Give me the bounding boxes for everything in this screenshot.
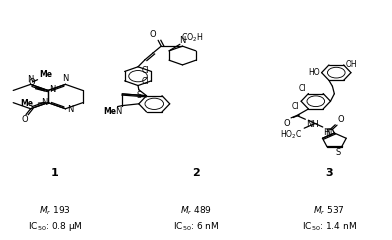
Text: N: N [62,74,69,84]
Text: N: N [49,85,56,95]
Text: $\mathit{M}_r$ 489: $\mathit{M}_r$ 489 [180,204,212,216]
Text: O: O [338,115,345,124]
Text: OH: OH [345,60,357,69]
Text: Me: Me [20,99,33,108]
Text: Me: Me [39,70,52,79]
Text: H: H [323,128,330,137]
Text: Cl: Cl [292,102,299,111]
Text: Cl: Cl [299,84,307,93]
Text: O: O [283,119,290,128]
Text: IC$_{50}$: 0.8 μM: IC$_{50}$: 0.8 μM [27,220,82,233]
Text: IC$_{50}$: 6 nM: IC$_{50}$: 6 nM [173,220,219,233]
Text: N: N [27,75,34,84]
Text: 3: 3 [325,168,333,178]
Text: O: O [150,30,156,39]
Text: HO$_2$C: HO$_2$C [280,129,302,141]
Text: 2: 2 [192,168,200,178]
Text: Cl: Cl [142,66,149,75]
Text: S: S [336,148,341,157]
Text: IC$_{50}$: 1.4 nM: IC$_{50}$: 1.4 nM [302,220,357,233]
Text: Me: Me [103,107,116,116]
Text: $\mathit{M}_r$ 193: $\mathit{M}_r$ 193 [39,204,71,216]
Text: N: N [179,36,186,45]
Text: 1: 1 [51,168,59,178]
Text: CO$_2$H: CO$_2$H [181,31,204,44]
Text: N: N [114,107,121,116]
Text: HO: HO [309,68,320,77]
Text: N: N [67,105,73,114]
Text: Cl: Cl [142,77,149,86]
Text: N: N [325,129,332,138]
Text: $\mathit{M}_r$ 537: $\mathit{M}_r$ 537 [313,204,345,216]
Text: O: O [28,78,35,87]
Text: S: S [136,91,142,100]
Text: N: N [41,98,47,107]
Text: NH: NH [307,120,319,129]
Text: O: O [22,115,29,124]
